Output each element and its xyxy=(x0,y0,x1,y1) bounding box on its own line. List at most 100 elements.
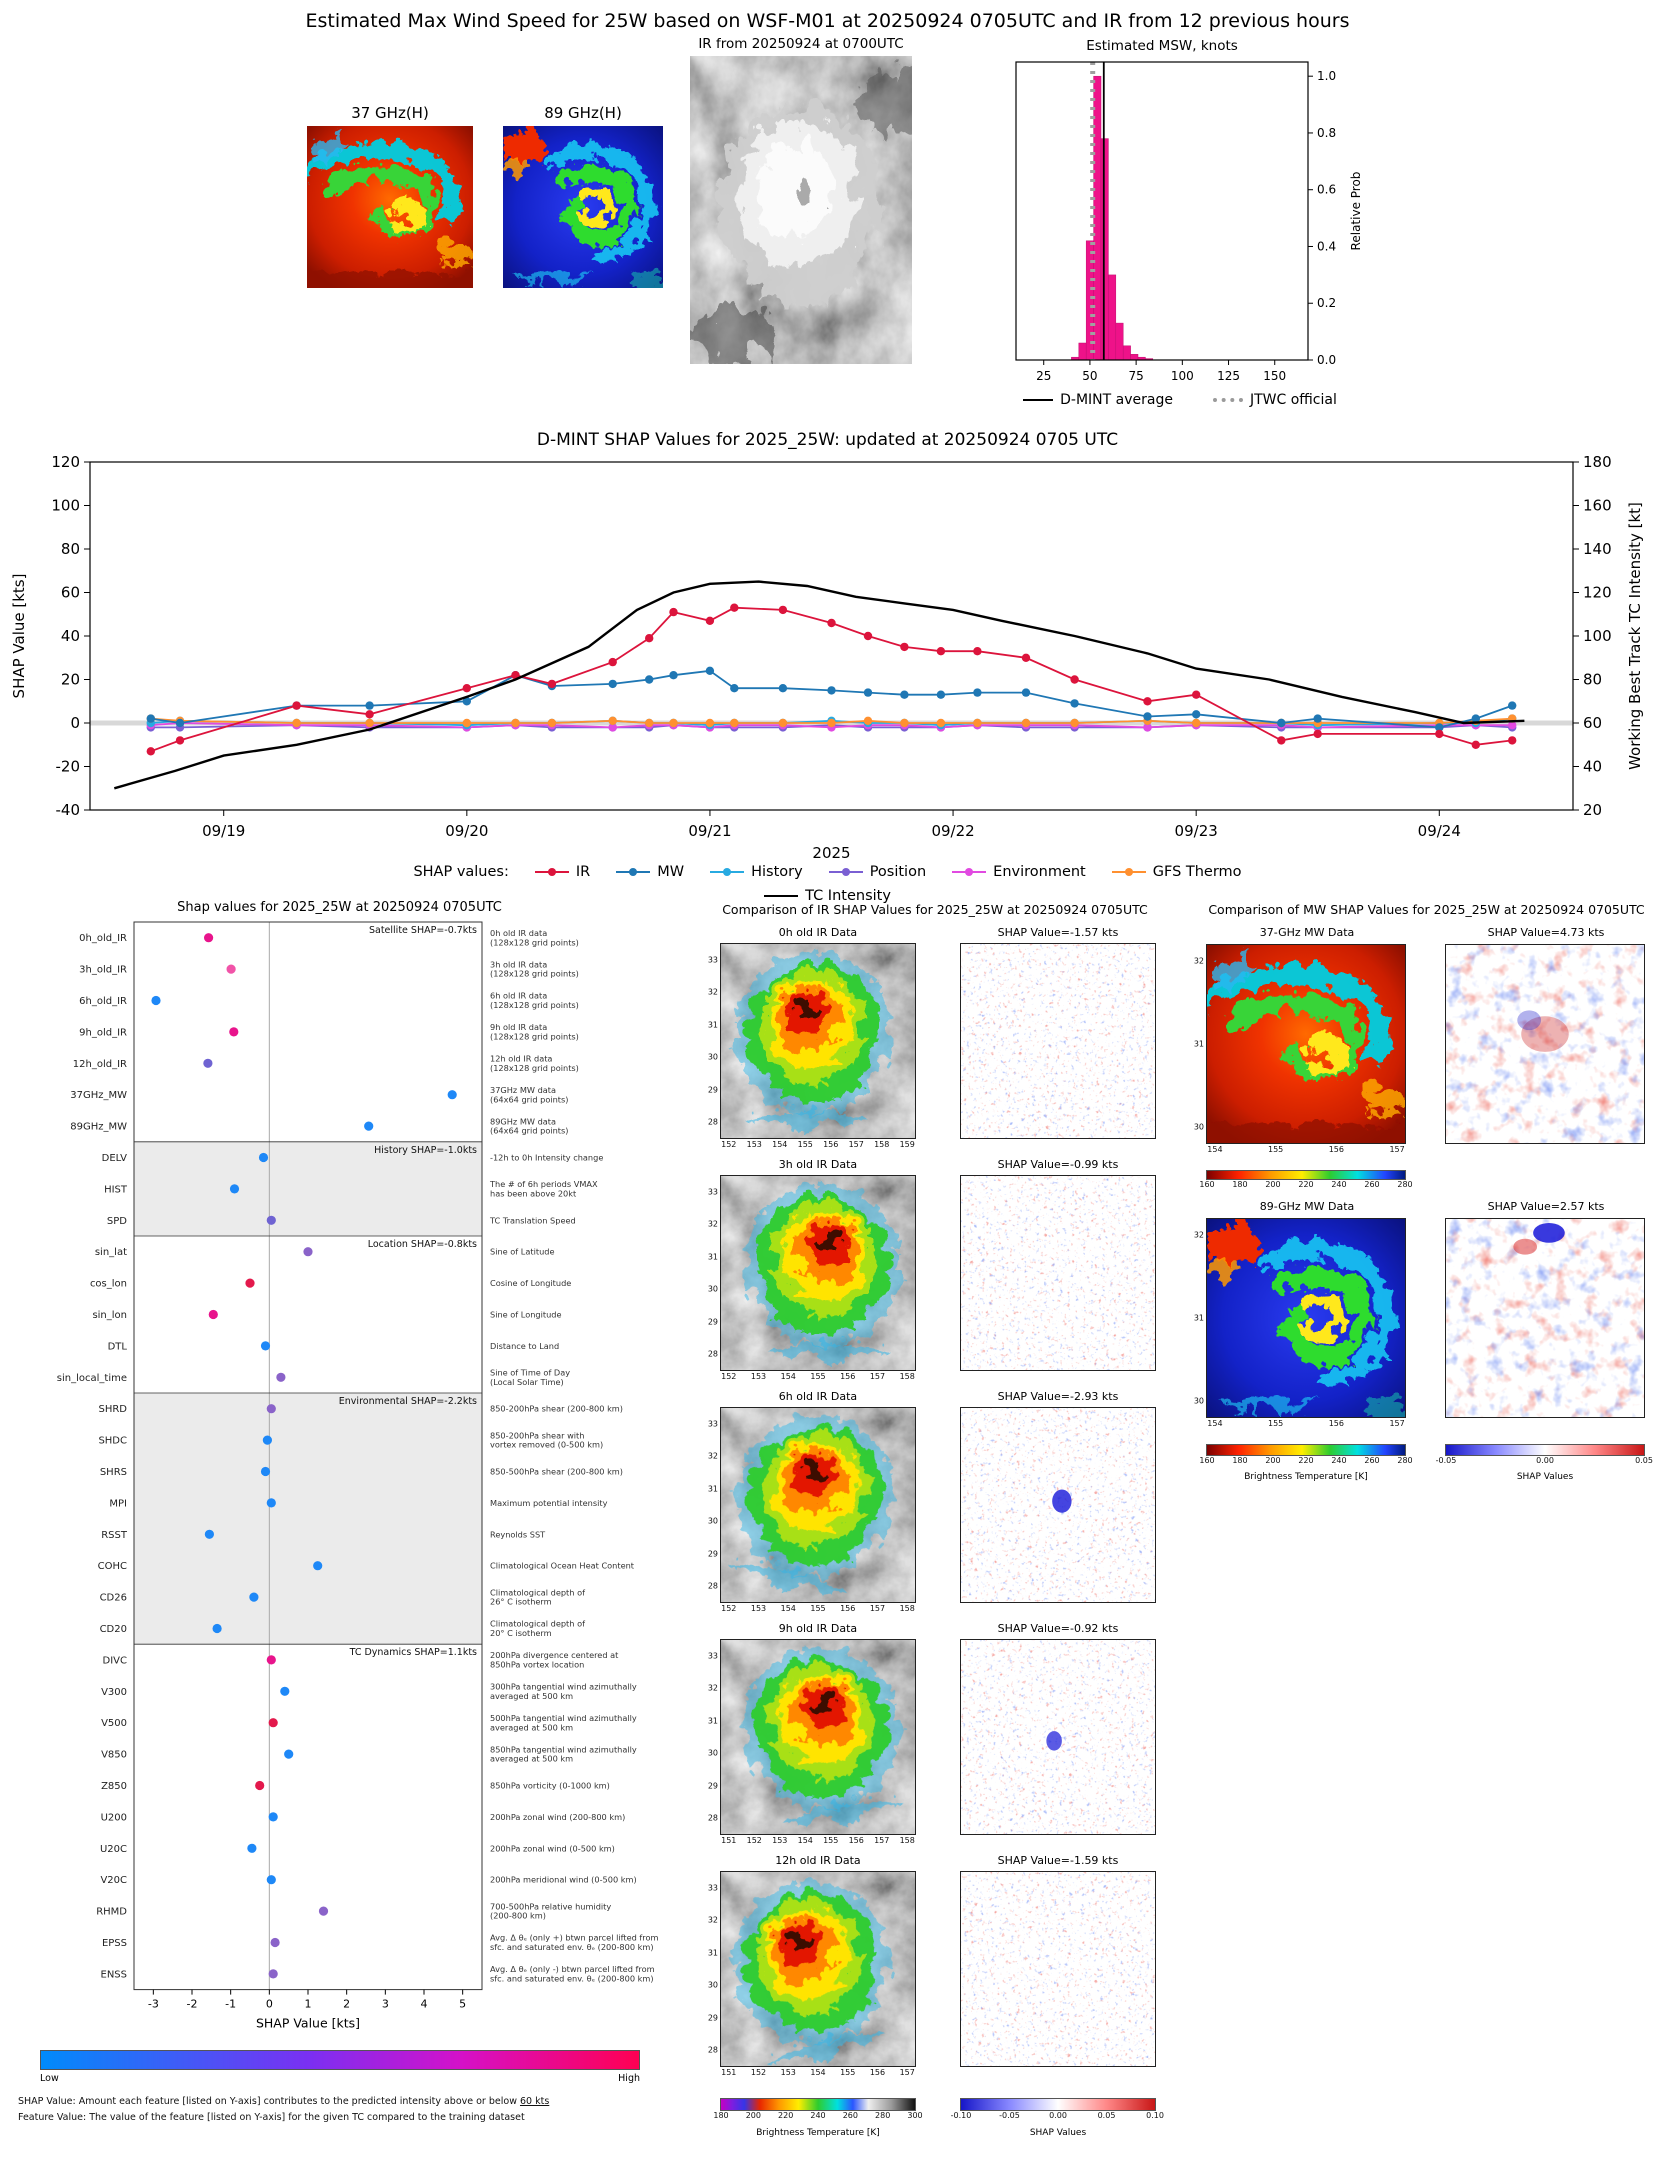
figure-title: Estimated Max Wind Speed for 25W based o… xyxy=(305,10,1350,32)
legend-item-Environment: Environment xyxy=(952,864,1086,880)
y-tick-label: 31 xyxy=(1193,1313,1204,1323)
feature-label: 3h_old_IR xyxy=(79,965,127,976)
ir-data-title: 9h old IR Data xyxy=(778,1622,858,1635)
shap-dot-V300 xyxy=(280,1686,290,1696)
series-marker xyxy=(645,718,654,728)
x-tick-label: 155 xyxy=(1267,1145,1284,1154)
ir-row-3: 9h old IR Data SHAP Value=-0.92 kts 151 1… xyxy=(690,1622,1190,1854)
mw37-data-title: 37-GHz MW Data xyxy=(1259,926,1355,939)
x-tick-label: 154 xyxy=(780,1604,796,1613)
x-axis-label: SHAP Value [kts] xyxy=(256,2016,360,2031)
feature-label: SHRS xyxy=(100,1467,127,1478)
feature-label: COHC xyxy=(98,1561,127,1572)
feature-desc: Sine of Time of Day (Local Solar Time) xyxy=(490,1368,570,1387)
mw37-canvas xyxy=(1207,945,1405,1143)
x-tick-label: 3 xyxy=(382,1998,389,2011)
series-marker xyxy=(1313,714,1322,723)
ir-shap-title: SHAP Value=-1.57 kts xyxy=(997,926,1119,939)
series-marker xyxy=(365,710,374,719)
series-marker xyxy=(730,684,739,693)
ir-canvas xyxy=(690,56,912,364)
y-tick-label: 29 xyxy=(707,2013,718,2023)
colorbar-tick-label: 260 xyxy=(842,2111,858,2120)
x-tick-label: 152 xyxy=(721,1372,737,1381)
x-tick-label: 156 xyxy=(869,2068,886,2077)
feature-desc: Sine of Longitude xyxy=(490,1310,562,1320)
y-tick-label: 32 xyxy=(1193,1230,1204,1240)
feature-desc: 37GHz MW data (64x64 grid points) xyxy=(490,1085,568,1104)
section-label: Environmental SHAP=-2.2kts xyxy=(339,1396,477,1407)
feature-label: sin_local_time xyxy=(57,1373,127,1384)
feature-label: sin_lon xyxy=(92,1310,127,1321)
ir-shap-map-9h xyxy=(960,1639,1156,1835)
x-tick-label: 155 xyxy=(797,1140,813,1149)
ir-row-0: 0h old IR Data SHAP Value=-1.57 kts 152 1… xyxy=(690,926,1190,1158)
x-tick-label: 156 xyxy=(1328,1145,1344,1154)
mw-comparison-panel: Comparison of MW SHAP Values for 2025_25… xyxy=(1194,902,1655,1602)
series-marker xyxy=(1021,718,1031,728)
section-label: Location SHAP=-0.8kts xyxy=(368,1239,477,1250)
colorbar-tick-label: 0.05 xyxy=(1635,1456,1653,1465)
colorbar-high-label: High xyxy=(618,2073,640,2084)
shap-dot-sin_lon xyxy=(208,1309,218,1320)
shap-dot-CD20 xyxy=(212,1623,222,1634)
y-tick-label: 30 xyxy=(707,1052,718,1062)
shap-map-canvas xyxy=(961,944,1155,1138)
feature-desc: 500hPa tangential wind azimuthally averag… xyxy=(490,1713,637,1732)
series-marker xyxy=(292,701,301,710)
y-tick-label: 32 xyxy=(707,1683,718,1693)
ir-shap-map-6h xyxy=(960,1407,1156,1603)
histogram-bar xyxy=(1122,345,1131,361)
timeseries-plot: -40 -20 0 20 40 60 80 100 120 20 40 60 80 100 120 140 16… xyxy=(10,453,1644,862)
series-marker xyxy=(146,747,155,756)
x-tick-label: 155 xyxy=(1267,1419,1284,1428)
series-marker xyxy=(511,718,520,728)
ir-shap-map-3h xyxy=(960,1175,1156,1371)
x-tick-label: 159 xyxy=(899,1140,915,1149)
colorbar-tick-label: 0.00 xyxy=(1049,2111,1067,2120)
feature-label: MPI xyxy=(109,1498,127,1509)
line-dot-marker xyxy=(616,867,651,877)
feature-desc: Sine of Latitude xyxy=(490,1247,555,1257)
shap-timeseries-chart: -40 -20 0 20 40 60 80 100 120 20 40 60 80 100 120 140 16… xyxy=(10,453,1644,862)
series-marker xyxy=(827,618,836,628)
shap-dot-0h_old_IR xyxy=(204,933,214,943)
colorbar-tick-label: 280 xyxy=(1397,1456,1413,1465)
series-marker xyxy=(365,701,374,710)
dotted-line-marker xyxy=(1212,398,1243,402)
shap-dot-89GHz_MW xyxy=(364,1121,374,1131)
shap-dot-U200 xyxy=(268,1812,278,1822)
y-axis-label: Relative Prob xyxy=(1349,172,1363,251)
feature-label: U200 xyxy=(101,1812,127,1823)
colorbar-tick-label: 180 xyxy=(1232,1180,1248,1189)
feature-desc: 89GHz MW data (64x64 grid points) xyxy=(490,1116,568,1135)
ir-bt-colorbar-label: Brightness Temperature [K] xyxy=(756,2128,880,2138)
series-marker xyxy=(705,666,715,675)
y-tick-label: 29 xyxy=(707,1549,718,1559)
feature-label: DIVC xyxy=(103,1655,127,1666)
x-tick-label: 157 xyxy=(869,1372,886,1381)
feature-desc: -12h to 0h Intensity change xyxy=(490,1153,603,1163)
colorbar-tick-label: 240 xyxy=(1331,1456,1347,1465)
shap-map-canvas xyxy=(961,1640,1155,1834)
series-marker xyxy=(973,718,982,728)
y-tick-right: 160 xyxy=(1583,497,1612,515)
shap-dot-37GHz_MW xyxy=(447,1090,457,1100)
x-tick-label: 154 xyxy=(797,1836,813,1845)
y-tick-label: 30 xyxy=(707,1284,718,1294)
series-marker xyxy=(936,690,946,699)
series-marker xyxy=(827,718,836,728)
legend-item-IR: IR xyxy=(534,864,590,880)
shap-dot-SHRS xyxy=(260,1466,271,1477)
x-tick-label: 153 xyxy=(780,2068,796,2077)
x-tick-label: 153 xyxy=(772,1836,788,1845)
ir-row-1: 3h old IR Data SHAP Value=-0.99 kts 152 1… xyxy=(690,1158,1190,1390)
x-tick-label: 155 xyxy=(810,1372,826,1381)
feature-desc: 850hPa tangential wind azimuthally averag… xyxy=(490,1744,637,1763)
x-tick-label: 5 xyxy=(459,1998,466,2011)
tc-intensity-line xyxy=(113,580,1525,790)
y-tick-label: 31 xyxy=(707,1020,718,1030)
legend-label: D-MINT average xyxy=(1060,392,1173,408)
legend-item-GFS Thermo: GFS Thermo xyxy=(1111,864,1242,880)
footnote-1-text: SHAP Value: Amount each feature [listed … xyxy=(18,2096,520,2107)
